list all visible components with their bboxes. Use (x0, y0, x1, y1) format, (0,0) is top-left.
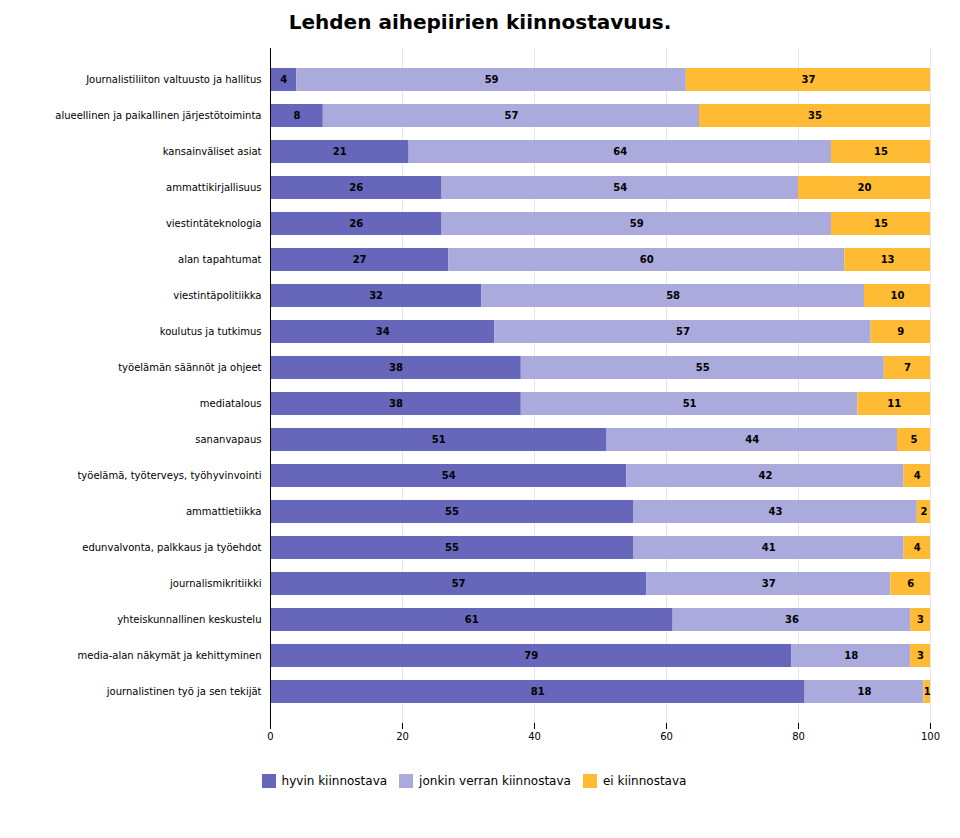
svg-text:viestintäpolitiikka: viestintäpolitiikka (173, 290, 261, 301)
svg-text:57: 57 (676, 326, 690, 337)
html-text:hyvin kiinnostava: hyvin kiinnostava (281, 773, 388, 788)
svg-text:57: 57 (504, 110, 518, 121)
svg-text:4: 4 (914, 470, 921, 481)
svg-text:55: 55 (696, 362, 710, 373)
svg-text:59: 59 (485, 74, 499, 85)
svg-text:yhteiskunnallinen keskustelu: yhteiskunnallinen keskustelu (117, 614, 261, 625)
svg-text:Journalistiliiton valtuusto ja: Journalistiliiton valtuusto ja hallitus (85, 74, 261, 85)
svg-text:35: 35 (808, 110, 822, 121)
svg-text:55: 55 (445, 506, 459, 517)
svg-text:38: 38 (389, 362, 403, 373)
svg-text:6: 6 (907, 578, 914, 589)
svg-text:sananvapaus: sananvapaus (195, 434, 261, 445)
svg-text:18: 18 (844, 650, 858, 661)
svg-text:alan tapahtumat: alan tapahtumat (178, 254, 262, 265)
svg-text:13: 13 (881, 254, 895, 265)
svg-text:21: 21 (333, 146, 347, 157)
svg-text:8: 8 (293, 110, 300, 121)
svg-text:40: 40 (528, 731, 541, 742)
svg-text:15: 15 (874, 146, 888, 157)
svg-text:58: 58 (666, 290, 680, 301)
svg-text:2: 2 (920, 506, 927, 517)
svg-text:44: 44 (745, 434, 759, 445)
svg-text:9: 9 (897, 326, 904, 337)
svg-text:57: 57 (452, 578, 466, 589)
svg-text:20: 20 (396, 731, 409, 742)
svg-text:journalismikritiikki: journalismikritiikki (169, 578, 261, 589)
svg-text:26: 26 (349, 218, 363, 229)
svg-text:59: 59 (630, 218, 644, 229)
svg-text:0: 0 (267, 731, 273, 742)
svg-text:työelämä, työterveys, työhyvin: työelämä, työterveys, työhyvinvointi (77, 470, 261, 481)
svg-text:11: 11 (887, 398, 901, 409)
svg-text:32: 32 (369, 290, 383, 301)
svg-text:media-alan näkymät ja kehittym: media-alan näkymät ja kehittyminen (78, 650, 262, 661)
svg-text:60: 60 (640, 254, 654, 265)
svg-text:80: 80 (792, 731, 805, 742)
svg-text:41: 41 (762, 542, 776, 553)
svg-text:viestintäteknologia: viestintäteknologia (166, 218, 262, 229)
svg-text:20: 20 (858, 182, 872, 193)
html-text:jonkin verran kiinnostava: jonkin verran kiinnostava (419, 773, 571, 788)
svg-text:1: 1 (924, 686, 931, 697)
svg-text:18: 18 (858, 686, 872, 697)
svg-text:5: 5 (911, 434, 918, 445)
svg-text:81: 81 (531, 686, 545, 697)
svg-text:43: 43 (768, 506, 782, 517)
html-text:Lehden aihepiirien kiinnostavu: Lehden aihepiirien kiinnostavuus. (288, 10, 672, 34)
svg-text:100: 100 (921, 731, 940, 742)
svg-text:mediatalous: mediatalous (200, 398, 262, 409)
svg-text:54: 54 (613, 182, 627, 193)
svg-text:61: 61 (465, 614, 479, 625)
svg-text:3: 3 (917, 650, 924, 661)
svg-text:alueellinen ja paikallinen jär: alueellinen ja paikallinen järjestötoimi… (55, 110, 261, 121)
svg-text:työelämän säännöt ja ohjeet: työelämän säännöt ja ohjeet (118, 362, 261, 373)
svg-text:4: 4 (280, 74, 287, 85)
html-text:ei kiinnostava: ei kiinnostava (602, 773, 687, 788)
svg-text:kansainväliset asiat: kansainväliset asiat (163, 146, 262, 157)
svg-text:edunvalvonta, palkkaus ja työe: edunvalvonta, palkkaus ja työehdot (82, 542, 261, 553)
svg-text:4: 4 (914, 542, 921, 553)
svg-text:26: 26 (349, 182, 363, 193)
svg-text:15: 15 (874, 218, 888, 229)
svg-text:54: 54 (442, 470, 456, 481)
svg-text:51: 51 (432, 434, 446, 445)
svg-text:37: 37 (762, 578, 776, 589)
svg-text:51: 51 (683, 398, 697, 409)
svg-text:37: 37 (801, 74, 815, 85)
svg-text:55: 55 (445, 542, 459, 553)
svg-text:10: 10 (891, 290, 905, 301)
svg-text:journalistinen työ ja sen teki: journalistinen työ ja sen tekijät (106, 686, 262, 697)
svg-text:64: 64 (613, 146, 627, 157)
svg-text:ammattikirjallisuus: ammattikirjallisuus (166, 182, 261, 193)
svg-text:7: 7 (904, 362, 911, 373)
svg-text:38: 38 (389, 398, 403, 409)
svg-text:koulutus ja tutkimus: koulutus ja tutkimus (160, 326, 262, 337)
svg-text:79: 79 (524, 650, 538, 661)
svg-text:36: 36 (785, 614, 799, 625)
svg-text:34: 34 (376, 326, 390, 337)
svg-text:42: 42 (759, 470, 773, 481)
svg-text:3: 3 (917, 614, 924, 625)
svg-text:ammattietiikka: ammattietiikka (186, 506, 262, 517)
svg-text:27: 27 (353, 254, 367, 265)
svg-text:60: 60 (660, 731, 673, 742)
